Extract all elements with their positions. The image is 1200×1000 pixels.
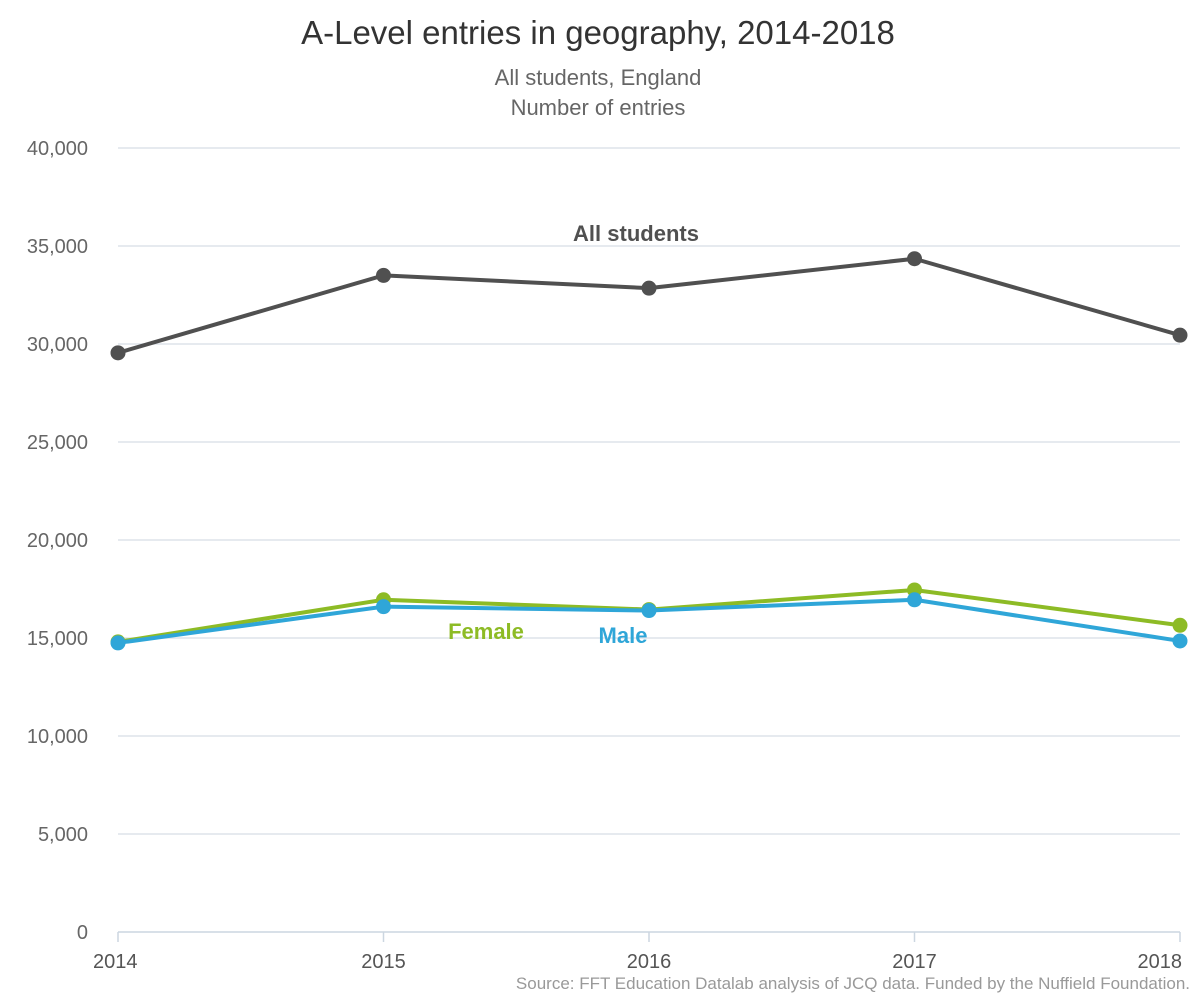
series-label-all-students: All students (573, 221, 699, 246)
data-point-all-students (641, 280, 657, 296)
data-point-male (376, 599, 391, 615)
source-note: Source: FFT Education Datalab analysis o… (515, 974, 1190, 993)
x-tick-label: 2016 (627, 951, 672, 973)
y-tick-label: 15,000 (27, 628, 88, 650)
data-point-male (907, 592, 922, 608)
y-tick-label: 20,000 (27, 530, 88, 552)
x-tick-label: 2017 (892, 951, 937, 973)
x-tick-label: 2018 (1138, 951, 1183, 973)
data-point-male (641, 603, 657, 619)
data-point-male (1172, 633, 1188, 649)
data-point-male (110, 635, 126, 651)
y-tick-label: 10,000 (27, 726, 88, 748)
y-tick-label: 35,000 (27, 236, 88, 258)
data-point-all-students (376, 267, 391, 283)
y-tick-label: 40,000 (27, 138, 88, 160)
data-point-all-students (1172, 327, 1188, 343)
chart-subtitle-line-2: Number of entries (510, 95, 686, 120)
series-label-female: Female (448, 619, 524, 644)
y-tick-label: 25,000 (27, 432, 88, 454)
x-tick-label: 2015 (361, 951, 406, 973)
chart-title: A-Level entries in geography, 2014-2018 (301, 14, 895, 51)
data-point-all-students (110, 345, 126, 361)
y-tick-label: 30,000 (27, 334, 88, 356)
y-tick-label: 5,000 (38, 824, 88, 846)
y-tick-label: 0 (77, 922, 88, 944)
series-label-male: Male (599, 623, 648, 648)
data-point-female (1172, 617, 1188, 633)
x-tick-label: 2014 (93, 951, 138, 973)
data-point-all-students (907, 251, 922, 267)
series-line-all-students (117, 256, 1181, 355)
chart-subtitle-line-1: All students, England (494, 65, 702, 90)
